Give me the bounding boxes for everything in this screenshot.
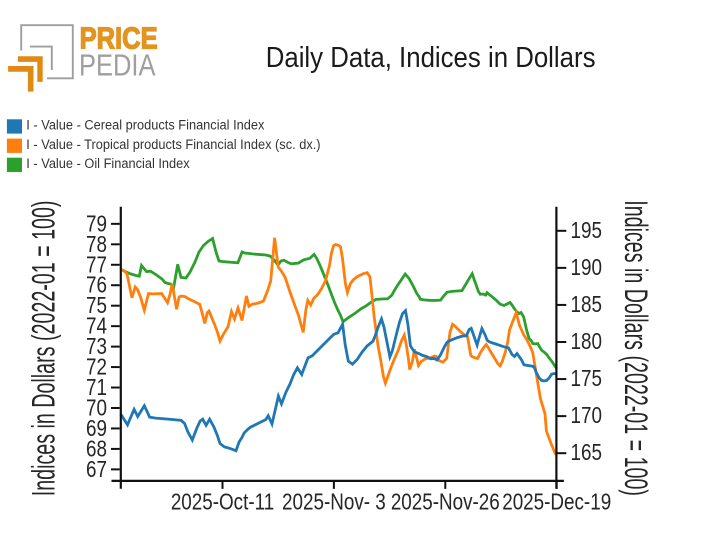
svg-text:79: 79 xyxy=(86,212,107,237)
svg-text:Daily Data, Indices in Dollars: Daily Data, Indices in Dollars xyxy=(266,40,596,73)
svg-text:I - Value - Oil Financial Inde: I - Value - Oil Financial Index xyxy=(26,155,190,171)
svg-text:76: 76 xyxy=(86,273,107,298)
svg-text:2025-Dec-19: 2025-Dec-19 xyxy=(502,490,611,515)
svg-text:68: 68 xyxy=(86,437,107,462)
svg-text:2025-Nov- 3: 2025-Nov- 3 xyxy=(282,490,386,515)
svg-text:72: 72 xyxy=(86,355,107,380)
svg-text:170: 170 xyxy=(571,403,602,428)
svg-text:180: 180 xyxy=(571,329,602,354)
svg-text:74: 74 xyxy=(86,314,107,339)
svg-text:175: 175 xyxy=(571,366,602,391)
svg-text:I - Value - Tropical products: I - Value - Tropical products Financial … xyxy=(26,136,320,152)
svg-text:2025-Oct-11: 2025-Oct-11 xyxy=(171,490,274,515)
svg-text:71: 71 xyxy=(86,375,107,400)
svg-text:PEDIA: PEDIA xyxy=(79,47,156,82)
svg-text:Indices in Dollars (2022-01 =: Indices in Dollars (2022-01 = 100) xyxy=(618,200,654,496)
svg-text:190: 190 xyxy=(571,255,602,280)
svg-text:2025-Nov-26: 2025-Nov-26 xyxy=(391,490,500,515)
svg-text:70: 70 xyxy=(86,396,107,421)
svg-text:PRICE: PRICE xyxy=(80,21,158,55)
svg-text:75: 75 xyxy=(86,294,107,319)
svg-text:78: 78 xyxy=(86,232,107,257)
svg-text:77: 77 xyxy=(86,253,107,278)
svg-text:195: 195 xyxy=(571,218,602,243)
svg-text:69: 69 xyxy=(86,416,107,441)
svg-text:67: 67 xyxy=(86,457,107,482)
svg-text:185: 185 xyxy=(571,292,602,317)
svg-text:Indices in Dollars (2022-01 =: Indices in Dollars (2022-01 = 100) xyxy=(26,201,62,497)
svg-text:73: 73 xyxy=(86,334,107,359)
svg-text:I - Value - Cereal products Fi: I - Value - Cereal products Financial In… xyxy=(26,117,264,133)
svg-text:165: 165 xyxy=(571,441,602,466)
